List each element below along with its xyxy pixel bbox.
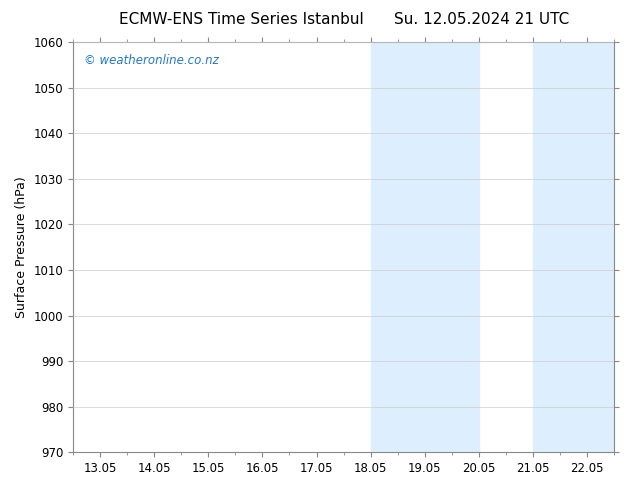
Bar bbox=[425, 42, 479, 452]
Bar bbox=[587, 42, 634, 452]
Bar bbox=[371, 42, 425, 452]
Bar bbox=[533, 42, 587, 452]
Text: © weatheronline.co.nz: © weatheronline.co.nz bbox=[84, 54, 219, 67]
Y-axis label: Surface Pressure (hPa): Surface Pressure (hPa) bbox=[15, 176, 28, 318]
Text: ECMW-ENS Time Series Istanbul: ECMW-ENS Time Series Istanbul bbox=[119, 12, 363, 27]
Text: Su. 12.05.2024 21 UTC: Su. 12.05.2024 21 UTC bbox=[394, 12, 569, 27]
